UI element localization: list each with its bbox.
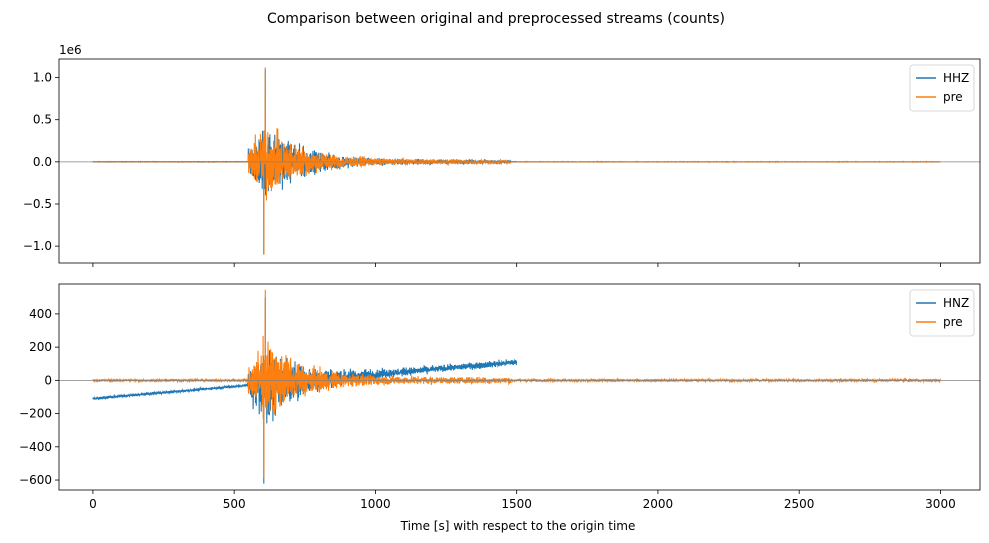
y-tick-label: 0 bbox=[44, 373, 52, 387]
panel-bottom: −600 −400 −200 0 200 400 0 500 1000 1500 2000 2500 3… bbox=[19, 283, 981, 511]
chart-title: Comparison between original and preproce… bbox=[267, 11, 725, 27]
y-tick-label: −200 bbox=[19, 407, 52, 421]
y-tick-label: 400 bbox=[29, 307, 52, 321]
x-tick-label: 2500 bbox=[784, 497, 815, 511]
axes-frame bbox=[58, 283, 981, 491]
y-tick-label: −400 bbox=[19, 440, 52, 454]
y-tick-label: 200 bbox=[29, 340, 52, 354]
x-tick-label: 3000 bbox=[925, 497, 956, 511]
y-tick-label: −0.5 bbox=[23, 197, 52, 211]
legend-label: pre bbox=[943, 90, 963, 104]
legend-label: HHZ bbox=[943, 71, 969, 85]
axes-frame bbox=[58, 58, 981, 264]
x-tick-label: 0 bbox=[89, 497, 97, 511]
y-tick-label: −1.0 bbox=[23, 239, 52, 253]
x-tick-label: 500 bbox=[223, 497, 246, 511]
x-tick-label: 1000 bbox=[360, 497, 391, 511]
legend-box bbox=[909, 289, 975, 337]
legend-label: pre bbox=[943, 315, 963, 329]
x-tick-label: 1500 bbox=[501, 497, 532, 511]
series-line-pre-panel1 bbox=[92, 67, 941, 255]
legend-box bbox=[909, 64, 975, 112]
legend-label: HNZ bbox=[943, 296, 969, 310]
x-tick-label: 2000 bbox=[643, 497, 674, 511]
y-tick-label: 0.0 bbox=[33, 155, 52, 169]
panel-top: −1.0 −0.5 0.0 0.5 1.0 1e6 HHZ pre bbox=[23, 43, 981, 267]
y-tick-label: −600 bbox=[19, 473, 52, 487]
series-line-pre-panel2 bbox=[92, 289, 941, 479]
legend: HNZ pre bbox=[909, 289, 975, 337]
y-tick-label: 0.5 bbox=[33, 113, 52, 127]
y-tick-label: 1.0 bbox=[33, 71, 52, 85]
legend: HHZ pre bbox=[909, 64, 975, 112]
x-axis-label: Time [s] with respect to the origin time bbox=[400, 519, 636, 533]
y-offset-label: 1e6 bbox=[59, 43, 82, 57]
